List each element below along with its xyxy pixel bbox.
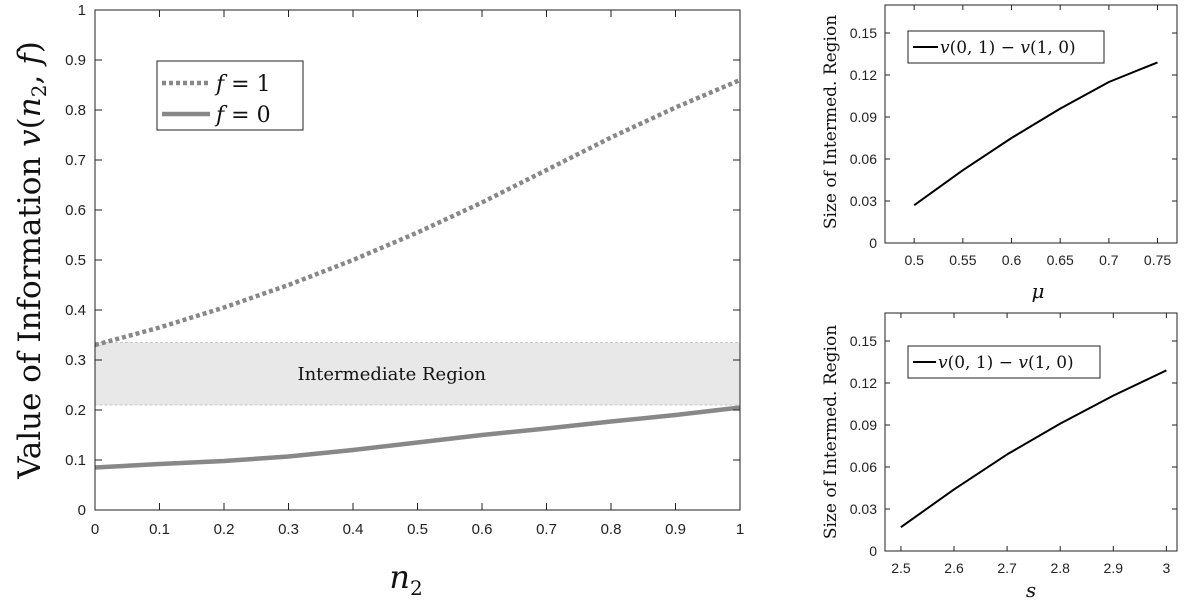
legend: v(0, 1) − v(1, 0) — [907, 30, 1105, 64]
x-tick-label: 0.5 — [904, 252, 924, 268]
x-tick-label: 0.7 — [536, 521, 557, 538]
x-tick-label: 2.8 — [1050, 560, 1070, 576]
legend-box — [156, 60, 304, 131]
x-tick-label: 0.4 — [343, 521, 364, 538]
x-axis-label: s — [1026, 578, 1036, 602]
y-tick-label: 0.1 — [65, 452, 86, 469]
y-tick-label: 0.06 — [850, 151, 877, 167]
x-tick-label: 2.7 — [997, 560, 1017, 576]
x-tick-label: 0.3 — [278, 521, 299, 538]
x-tick-label: 0.6 — [1002, 252, 1022, 268]
y-tick-label: 0.5 — [65, 252, 86, 269]
s-chart: 2.5 2.6 2.7 2.8 2.9 3 0 0.03 0.06 0.09 0.12 0.15 S… — [821, 312, 1178, 602]
y-tick-label: 0.6 — [65, 202, 86, 219]
y-tick-label: 0 — [869, 235, 877, 251]
y-ticks: 0 0.1 0.2 0.3 0.4 0.5 0.6 0.7 0.8 0.9 1 — [65, 2, 740, 519]
series-group — [900, 369, 1167, 529]
y-tick-label: 0.4 — [65, 302, 86, 319]
y-tick-label: 0 — [869, 543, 877, 559]
band — [94, 342, 741, 406]
x-tick-label: 0 — [91, 521, 99, 538]
x-tick-label: 1 — [736, 521, 744, 538]
x-axis-label: n2 — [389, 558, 422, 600]
x-tick-label: 0.55 — [949, 252, 976, 268]
y-tick-label: 0.09 — [850, 417, 877, 433]
y-tick-label: 0.9 — [65, 52, 86, 69]
legend-box — [907, 30, 1105, 64]
legend-box — [907, 345, 1101, 379]
y-tick-label: 0.15 — [850, 25, 877, 41]
series-group — [94, 77, 741, 470]
main-chart: Intermediate Region 0 0.1 0.2 0.3 0.4 0.5 0.6 0… — [12, 2, 744, 600]
x-tick-label: 0.6 — [472, 521, 493, 538]
x-tick-label: 3 — [1162, 560, 1170, 576]
x-tick-label: 0.8 — [601, 521, 622, 538]
y-axis-label: Size of Intermed. Region — [821, 325, 841, 539]
series-group — [913, 61, 1158, 207]
plot-frame — [884, 4, 1178, 244]
y-tick-label: 0.06 — [850, 459, 877, 475]
series-line-0 — [94, 77, 741, 348]
y-tick-label: 0.12 — [850, 375, 877, 391]
y-tick-label: 1 — [78, 2, 86, 19]
series-line-1 — [94, 405, 741, 470]
y-tick-label: 0.2 — [65, 402, 86, 419]
x-tick-label: 2.6 — [944, 560, 964, 576]
band-label: Intermediate Region — [297, 364, 486, 385]
x-tick-label: 0.1 — [149, 521, 170, 538]
legend-label: v(0, 1) − v(1, 0) — [938, 353, 1074, 373]
y-tick-label: 0.09 — [850, 109, 877, 125]
y-axis-label: Value of Information v(n2, f) — [12, 41, 51, 480]
x-tick-label: 0.65 — [1047, 252, 1074, 268]
x-tick-label: 0.5 — [407, 521, 428, 538]
y-tick-label: 0.8 — [65, 102, 86, 119]
x-ticks: 0.5 0.55 0.6 0.65 0.7 0.75 — [904, 5, 1171, 268]
x-axis-label: μ — [1032, 279, 1045, 303]
legend: v(0, 1) − v(1, 0) — [907, 345, 1101, 379]
x-tick-label: 0.7 — [1099, 252, 1119, 268]
x-ticks: 2.5 2.6 2.7 2.8 2.9 3 — [891, 313, 1170, 576]
x-tick-label: 0.75 — [1144, 252, 1171, 268]
x-tick-label: 0.2 — [214, 521, 235, 538]
y-tick-label: 0.03 — [850, 193, 877, 209]
x-tick-label: 2.9 — [1104, 560, 1124, 576]
y-ticks: 0 0.03 0.06 0.09 0.12 0.15 — [850, 333, 1177, 559]
mu-chart: 0.5 0.55 0.6 0.65 0.7 0.75 00.030.060.090.120… — [821, 4, 1178, 303]
y-tick-label: 0.7 — [65, 152, 86, 169]
y-tick-label: 0.3 — [65, 352, 86, 369]
legend-label-f0: f = 0 — [214, 103, 271, 128]
series-line-0 — [900, 369, 1167, 529]
y-tick-label: 0.15 — [850, 333, 877, 349]
y-tick-label: 0 — [78, 502, 86, 519]
legend-label: v(0, 1) − v(1, 0) — [940, 38, 1076, 58]
x-tick-label: 0.9 — [665, 521, 686, 538]
y-tick-label: 0.12 — [850, 67, 877, 83]
x-tick-label: 2.5 — [891, 560, 911, 576]
legend: f = 1 f = 0 — [156, 60, 304, 131]
y-axis-label: Size of Intermed. Region — [821, 15, 841, 229]
x-ticks: 0 0.1 0.2 0.3 0.4 0.5 0.6 0.7 0.8 0.9 1 — [91, 10, 744, 538]
plot-frame — [884, 312, 1178, 552]
series-line-0 — [913, 61, 1158, 207]
y-tick-label: 0.03 — [850, 501, 877, 517]
y-ticks: 0 0.03 0.06 0.09 0.12 0.15 — [850, 25, 1177, 251]
legend-label-f1: f = 1 — [214, 72, 271, 97]
